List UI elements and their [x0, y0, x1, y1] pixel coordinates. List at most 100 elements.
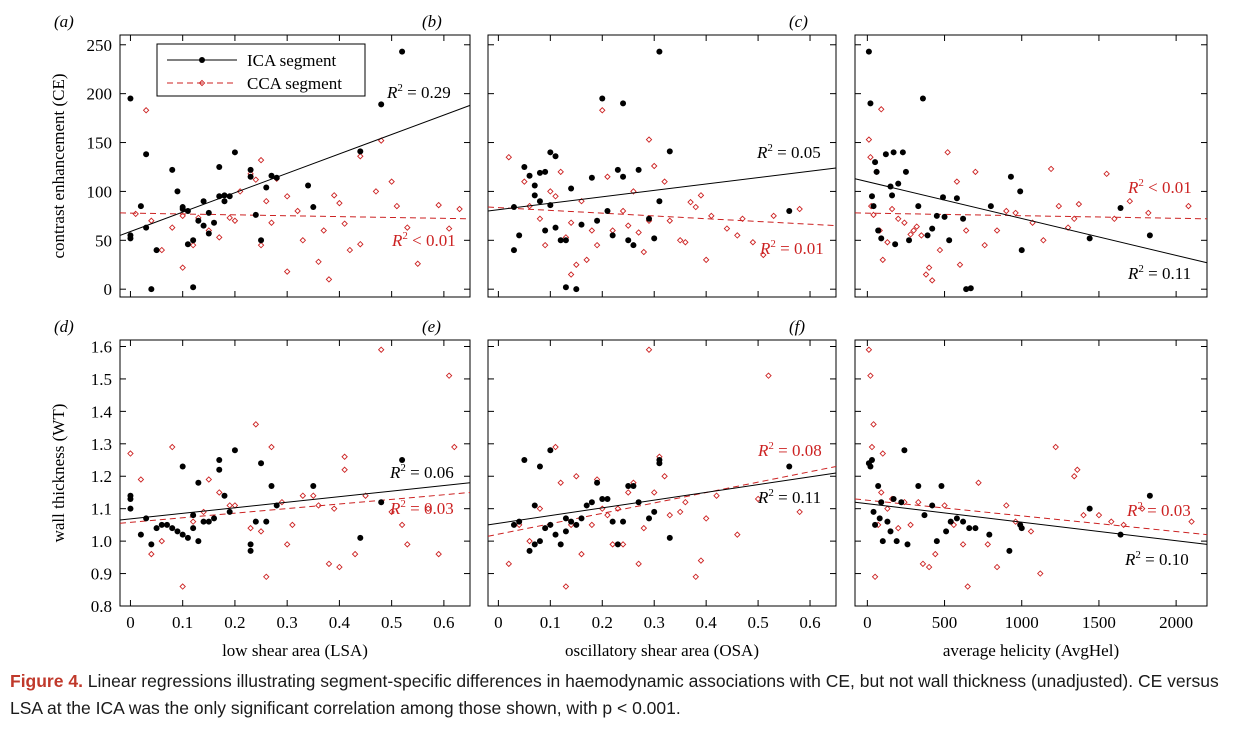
ica-point — [247, 547, 254, 554]
ica-point — [786, 207, 793, 214]
cca-point — [1074, 466, 1081, 473]
ica-point — [226, 508, 233, 515]
ica-fit-line — [119, 104, 471, 236]
cca-series — [119, 107, 471, 283]
ica-point — [963, 286, 970, 293]
cca-point — [604, 173, 611, 180]
x-tick-label: 0.2 — [224, 613, 245, 632]
ica-point — [651, 235, 658, 242]
legend: ICA segment CCA segment — [156, 43, 366, 97]
ica-point — [901, 447, 908, 454]
cca-point — [619, 541, 627, 548]
cca-point — [536, 505, 544, 512]
ica-point — [263, 184, 270, 191]
cca-point — [865, 346, 873, 353]
cca-point — [666, 217, 674, 224]
cca-point — [734, 232, 741, 239]
ica-point — [898, 499, 905, 506]
cca-point — [708, 212, 715, 220]
ica-point — [552, 224, 559, 231]
ica-point — [656, 198, 663, 205]
ica-point — [884, 518, 891, 525]
cca-point — [336, 199, 343, 207]
ica-point — [205, 230, 212, 237]
ica-point — [137, 203, 144, 210]
ica-point — [599, 495, 606, 502]
cca-point — [536, 215, 544, 223]
ica-point — [231, 149, 238, 156]
plot-frame — [119, 34, 471, 298]
cca-point — [148, 550, 155, 558]
x-tick-label: 0.6 — [433, 613, 454, 632]
ica-point — [536, 198, 543, 205]
ica-point — [656, 457, 663, 464]
cca-point — [702, 256, 710, 264]
ica-point — [872, 521, 879, 528]
cca-point — [993, 563, 1001, 571]
ica-r2-label: R2 = 0.29 — [386, 82, 451, 102]
cca-point — [630, 188, 637, 195]
caption-label: Figure 4. — [10, 671, 83, 691]
cca-point — [1055, 202, 1063, 210]
cca-point — [645, 136, 653, 143]
ica-point — [205, 209, 212, 216]
cca-point — [357, 152, 364, 160]
cca-point — [578, 550, 585, 558]
cca-point — [956, 261, 964, 268]
cca-point — [205, 476, 213, 483]
ica-point — [190, 512, 197, 519]
cca-point — [697, 557, 705, 564]
ica-point — [946, 237, 953, 244]
cca-point — [557, 168, 564, 176]
x-tick-label: 0.5 — [747, 613, 768, 632]
ica-point — [865, 48, 872, 55]
cca-point — [521, 178, 528, 185]
y-axis-label: contrast enhancement (CE) — [49, 73, 68, 258]
ica-point — [310, 482, 317, 489]
cca-point — [552, 443, 559, 451]
ica-point — [526, 547, 533, 554]
cca-point — [972, 168, 979, 176]
ica-fit-line — [854, 501, 1208, 545]
ica-point — [1086, 505, 1093, 512]
ica-fit-line — [487, 472, 837, 526]
ica-point — [305, 182, 312, 189]
cca-point — [315, 258, 322, 266]
ica-point — [552, 531, 559, 538]
cca-point — [593, 241, 601, 249]
cca-point — [865, 136, 873, 143]
ica-point — [953, 195, 960, 202]
y-tick-label: 0.8 — [91, 597, 112, 616]
cca-point — [625, 489, 632, 496]
cca-point — [907, 231, 914, 238]
cca-point — [573, 473, 580, 480]
cca-point — [919, 560, 927, 568]
ica-point — [562, 284, 569, 291]
ica-series — [854, 447, 1208, 554]
cca-point — [1111, 215, 1118, 223]
ica-point — [867, 463, 874, 470]
ica-point — [127, 505, 134, 512]
cca-point — [505, 153, 513, 161]
x-tick-label: 0 — [494, 613, 503, 632]
ica-point — [148, 541, 155, 548]
ica-point — [190, 525, 197, 532]
cca-point — [913, 223, 920, 230]
cca-point — [325, 560, 333, 568]
ica-point — [184, 241, 191, 248]
ica-point — [148, 286, 155, 293]
cca-point — [932, 550, 939, 558]
ica-point — [221, 492, 228, 499]
ica-point — [972, 525, 979, 532]
ica-point — [666, 534, 673, 541]
ica-point — [887, 528, 894, 535]
panel-0: (a) 0 50 100 150 200 250 contrast enhancement (… — [49, 12, 471, 299]
ica-fit-line — [487, 167, 837, 212]
ica-point — [651, 508, 658, 515]
cca-point — [650, 162, 658, 170]
cca-point — [1185, 202, 1192, 210]
ica-point — [620, 518, 627, 525]
cca-fit-line — [119, 212, 471, 220]
cca-point — [953, 178, 961, 185]
cca-point — [1095, 511, 1103, 519]
